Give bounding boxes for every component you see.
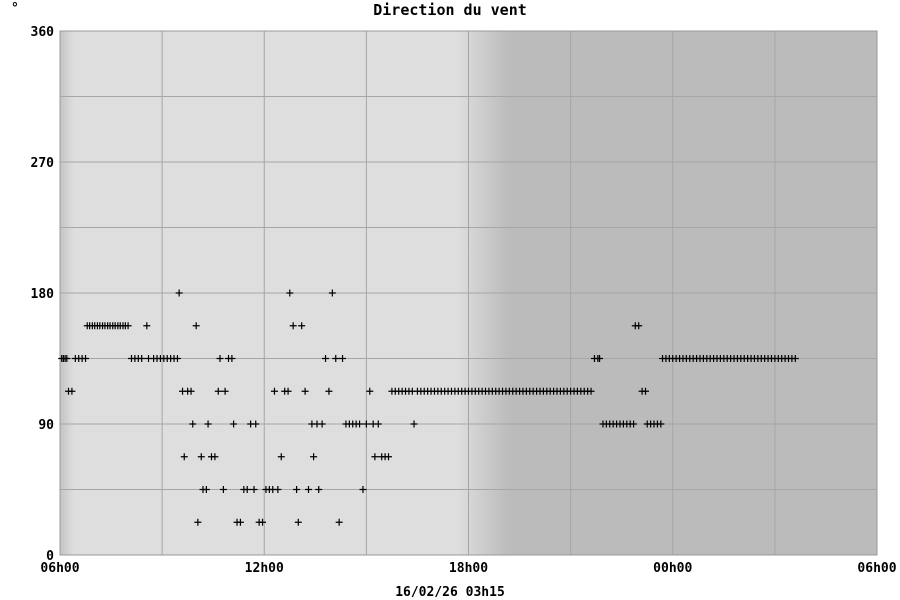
y-tick-label: 90 [38, 418, 54, 433]
data-point [322, 355, 330, 362]
data-point [250, 486, 258, 493]
data-point [197, 453, 205, 461]
x-tick-label: 18h00 [449, 561, 488, 576]
y-axis-ticks: 0 90 180 270 360 [31, 25, 55, 564]
data-point [82, 355, 90, 362]
data-point [374, 420, 382, 428]
data-point [277, 453, 285, 461]
data-point [221, 387, 229, 395]
data-point [187, 387, 195, 395]
data-point [124, 322, 132, 330]
data-point [371, 453, 379, 461]
data-point [587, 387, 595, 395]
data-point [180, 453, 188, 461]
y-tick-label: 180 [31, 287, 55, 302]
data-point [192, 322, 200, 330]
data-point [214, 387, 222, 395]
data-point [230, 420, 238, 428]
data-point [332, 355, 340, 362]
data-point [252, 420, 260, 428]
y-tick-label: 360 [31, 25, 55, 40]
data-point [138, 355, 146, 362]
data-point [284, 387, 292, 395]
data-point [175, 289, 183, 297]
data-point [362, 420, 370, 428]
data-point [630, 420, 638, 428]
data-point [204, 420, 212, 428]
data-point [410, 420, 418, 428]
data-point [228, 355, 236, 362]
data-point [274, 486, 282, 493]
data-point [194, 518, 202, 526]
data-point [310, 453, 318, 461]
timestamp-footer: 16/02/26 03h15 [395, 585, 505, 600]
x-tick-label: 06h00 [857, 561, 896, 576]
data-point [259, 518, 267, 526]
data-point [657, 420, 665, 428]
data-point [635, 322, 643, 330]
data-point [359, 486, 367, 493]
data-point [318, 420, 326, 428]
data-point [143, 322, 151, 330]
data-point [293, 486, 301, 493]
data-point [596, 355, 604, 362]
x-tick-label: 12h00 [245, 561, 284, 576]
data-point [173, 355, 181, 362]
data-point [286, 289, 294, 297]
data-point [315, 486, 323, 493]
data-point [289, 322, 297, 330]
chart-title: Direction du vent [373, 1, 527, 19]
y-tick-label: 270 [31, 156, 55, 171]
data-point [339, 355, 347, 362]
data-point [328, 289, 336, 297]
data-point [356, 420, 364, 428]
data-point [325, 387, 333, 395]
data-point [642, 387, 650, 395]
x-axis-ticks: 06h00 12h00 18h00 00h00 06h00 [40, 561, 896, 576]
data-point [294, 518, 302, 526]
y-tick-label: 0 [46, 549, 54, 564]
data-point [791, 355, 799, 362]
data-point [301, 387, 309, 395]
data-point [216, 355, 224, 362]
data-point [202, 486, 210, 493]
data-points [58, 289, 799, 526]
data-point [305, 486, 313, 493]
data-point [219, 486, 227, 493]
data-point [63, 355, 71, 362]
data-point [335, 518, 343, 526]
data-point [189, 420, 197, 428]
unit-symbol: ° [11, 1, 19, 16]
x-tick-label: 00h00 [653, 561, 692, 576]
data-point [236, 518, 244, 526]
data-point [366, 387, 374, 395]
plot-frame [59, 30, 878, 556]
data-point [270, 387, 278, 395]
data-point [298, 322, 306, 330]
data-point [211, 453, 219, 461]
data-point [243, 486, 251, 493]
data-point [385, 453, 393, 461]
data-point [68, 387, 76, 395]
x-tick-label: 06h00 [40, 561, 79, 576]
